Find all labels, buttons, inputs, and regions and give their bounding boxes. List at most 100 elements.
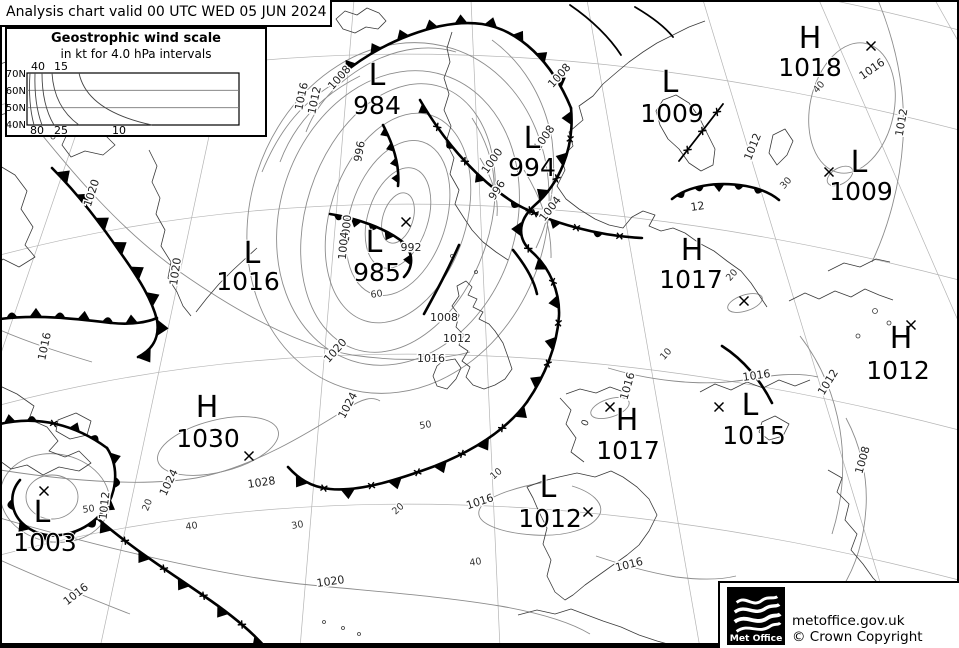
cold-front-triangle bbox=[475, 172, 485, 183]
pressure-center-letter: L bbox=[524, 121, 541, 156]
wind-scale-top-15: 15 bbox=[54, 60, 68, 73]
warm-front-semicircle bbox=[510, 201, 520, 208]
warm-front-semicircle bbox=[675, 191, 685, 198]
cold-front-triangle bbox=[514, 405, 527, 419]
cold-front-triangle bbox=[389, 157, 398, 168]
pressure-center-value: 1015 bbox=[722, 421, 786, 450]
isobar-label: 996 bbox=[351, 140, 367, 163]
warm-front-semicircle bbox=[753, 187, 764, 194]
cold-front-triangle bbox=[433, 461, 447, 474]
pressure-center-letter: L bbox=[742, 388, 759, 423]
wind-scale-lat-60n: 60N bbox=[7, 86, 26, 97]
cold-front-triangle bbox=[380, 127, 389, 137]
wind-scale-bottom-10: 10 bbox=[112, 124, 126, 135]
isobar-label: 1016 bbox=[614, 555, 644, 574]
graticule-label: 20 bbox=[140, 497, 155, 512]
cold-front-triangle bbox=[554, 76, 566, 88]
cold-front-triangle bbox=[484, 17, 497, 28]
pressure-center-value: 1016 bbox=[216, 267, 280, 296]
isobar-label: 1012 bbox=[893, 107, 911, 137]
graticule-label: 20 bbox=[390, 501, 406, 517]
front-cross-tick bbox=[530, 209, 540, 218]
cold-front-triangle bbox=[530, 376, 543, 389]
cold-front-triangle bbox=[157, 319, 169, 336]
wind-scale-subtitle: in kt for 4.0 hPa intervals bbox=[60, 47, 212, 61]
pressure-center-value: 1009 bbox=[640, 99, 704, 128]
pressure-center-letter: L bbox=[662, 65, 679, 100]
met-office-waves-icon: Met Office bbox=[730, 595, 782, 644]
front-cross-tick bbox=[543, 359, 552, 368]
front-cross-tick bbox=[552, 174, 561, 183]
isobar-label: 1016 bbox=[35, 331, 54, 361]
graticule-label: 10 bbox=[488, 466, 504, 482]
pressure-center-letter: H bbox=[799, 21, 822, 56]
front-cross-tick bbox=[712, 107, 722, 117]
graticule-label: 0 bbox=[579, 418, 591, 428]
wind-scale-panel: Geostrophic wind scale in kt for 4.0 hPa… bbox=[5, 27, 267, 137]
isobar-label: 1016 bbox=[61, 581, 91, 608]
warm-front-semicircle bbox=[26, 416, 37, 421]
cold-front bbox=[50, 166, 159, 359]
wind-scale-graph: 70N 60N 50N 40N 40 15 80 25 10 bbox=[7, 60, 240, 135]
cold-front-triangle bbox=[512, 30, 524, 42]
front-symbols bbox=[4, 14, 764, 648]
cold-front-triangle bbox=[345, 60, 357, 72]
graticule-label: 60 bbox=[370, 288, 384, 301]
wind-scale-lat-40n: 40N bbox=[7, 120, 26, 131]
isobar-label: 1024 bbox=[336, 390, 361, 421]
warm-front-semicircle bbox=[334, 214, 344, 221]
wind-scale-bottom-25: 25 bbox=[54, 124, 68, 135]
isobar-label: 1012 bbox=[97, 491, 113, 520]
front-cross-tick bbox=[554, 319, 563, 327]
fronts bbox=[0, 4, 781, 648]
cold-front-triangle bbox=[386, 142, 395, 152]
pressure-center-cross bbox=[905, 319, 917, 331]
front-cross-tick bbox=[524, 244, 533, 253]
occluded-front bbox=[0, 419, 109, 450]
isobar-label: 1020 bbox=[167, 257, 184, 287]
warm-front-semicircle bbox=[593, 231, 603, 238]
front-cross-tick bbox=[199, 591, 208, 600]
cold-front-weakening bbox=[286, 400, 529, 491]
cold-front-triangle bbox=[548, 294, 560, 310]
wind-scale-lat-50n: 50N bbox=[7, 103, 26, 114]
warm-front-semicircle bbox=[400, 239, 408, 248]
cold-front-triangle bbox=[536, 52, 548, 63]
isobar-label: 996 bbox=[486, 178, 508, 203]
pressure-center-cross bbox=[243, 450, 255, 462]
warm-front-semicircle bbox=[86, 519, 97, 528]
isobar-label: 1008 bbox=[853, 445, 873, 475]
front-cross-tick bbox=[566, 135, 574, 143]
chart-title: Analysis chart valid 00 UTC WED 05 JUN 2… bbox=[6, 4, 327, 20]
pressure-center-value: 984 bbox=[353, 91, 401, 120]
front-cross-tick bbox=[460, 156, 470, 166]
pressure-center-letter: L bbox=[369, 58, 386, 93]
cold-front-triangle bbox=[544, 336, 557, 351]
isobar-label: 1008 bbox=[430, 311, 458, 324]
cold-front-triangle bbox=[125, 314, 139, 324]
pressure-center-letter: H bbox=[681, 233, 704, 268]
pressure-center-letter: L bbox=[244, 236, 261, 271]
front-cross-tick bbox=[615, 232, 624, 240]
cold-front-triangle bbox=[103, 499, 115, 511]
weakening-front bbox=[678, 103, 724, 162]
isobar-label: 1016 bbox=[618, 371, 638, 401]
cold-front-triangle bbox=[77, 310, 91, 321]
pressure-center-value: 1018 bbox=[778, 53, 842, 82]
cold-front-triangle bbox=[561, 110, 572, 126]
pressure-center-cross bbox=[604, 401, 616, 413]
graticule-label: 40 bbox=[469, 556, 483, 569]
front-cross-tick bbox=[492, 186, 502, 196]
warm-front-semicircle bbox=[446, 140, 454, 149]
graticule-label: 30 bbox=[291, 519, 305, 532]
cold-front-triangle bbox=[4, 414, 16, 423]
pressure-center-letter: L bbox=[366, 225, 383, 260]
chart-title-bar: Analysis chart valid 00 UTC WED 05 JUN 2… bbox=[0, 0, 332, 27]
cold-front-triangle bbox=[370, 43, 382, 55]
cold-front-triangle bbox=[350, 218, 362, 228]
cold-front-triangle bbox=[76, 193, 91, 207]
